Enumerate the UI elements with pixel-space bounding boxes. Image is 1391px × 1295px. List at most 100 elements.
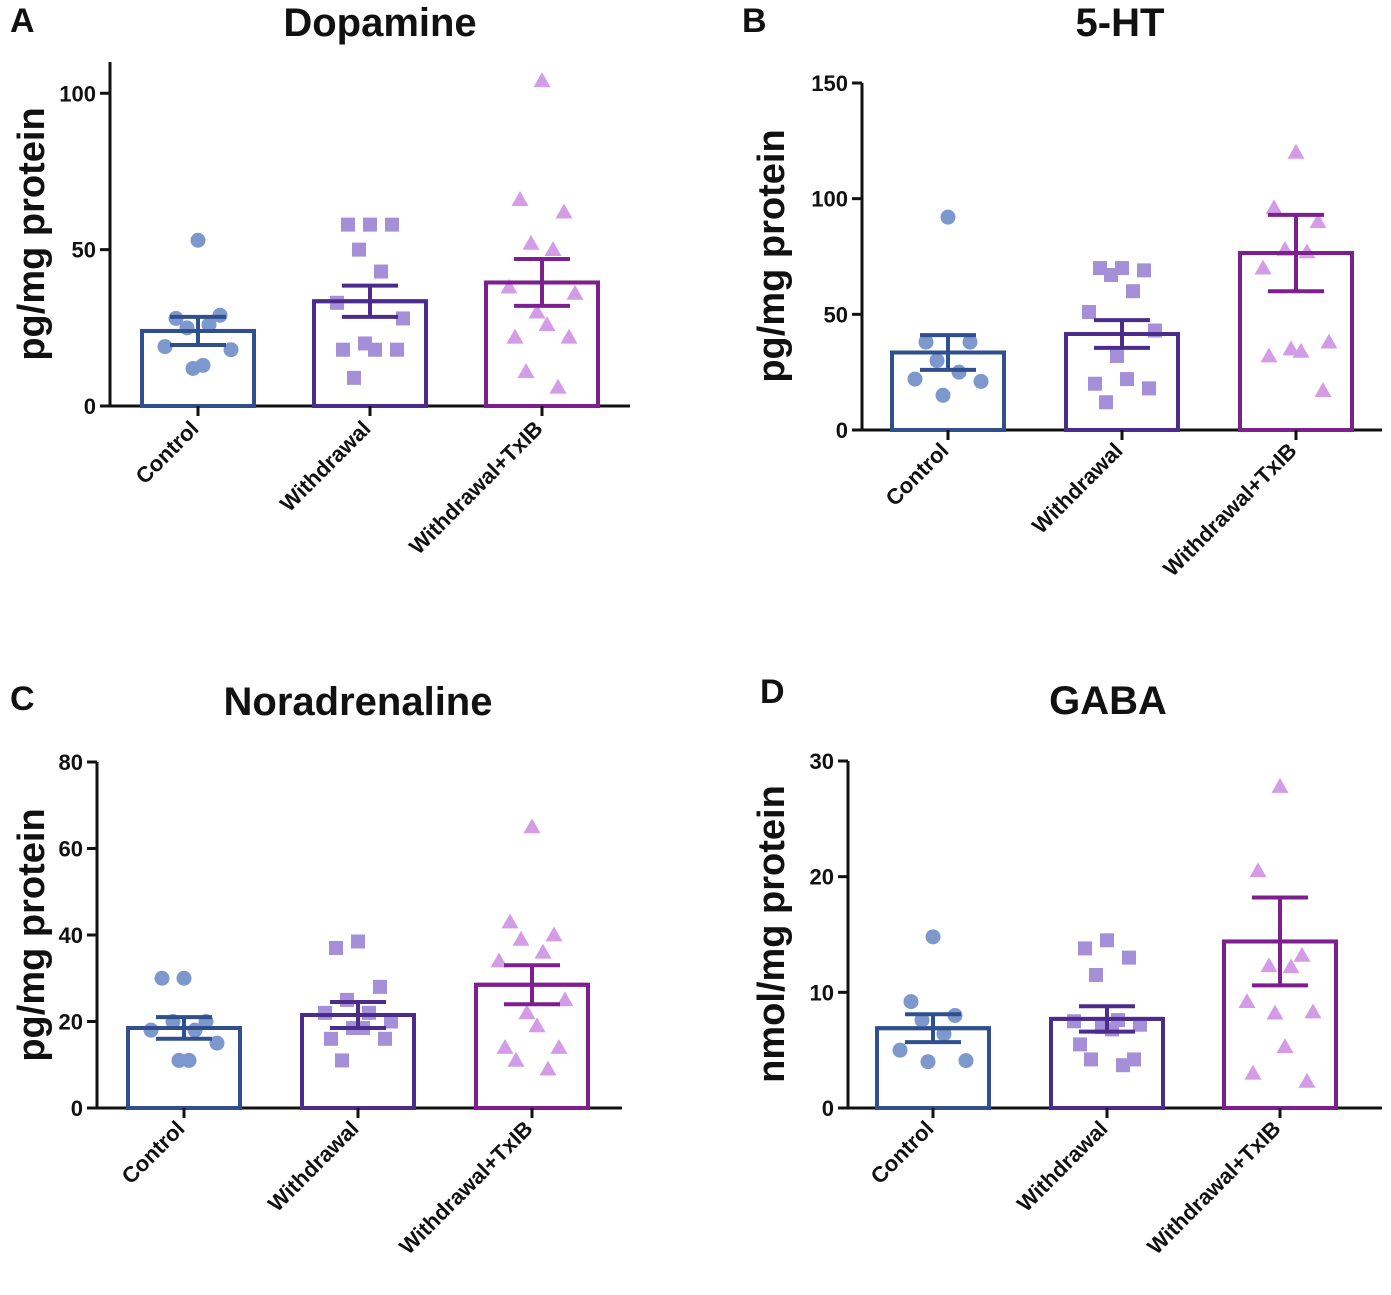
- data-point: [550, 1038, 568, 1054]
- data-point: [1320, 333, 1338, 349]
- data-point: [914, 1012, 930, 1028]
- data-point: [329, 940, 343, 955]
- data-point: [1298, 1072, 1316, 1088]
- panel-a: A Dopamine pg/mg protein 0 50 100 Control Withd…: [10, 1, 630, 559]
- data-point: [187, 1022, 203, 1038]
- data-point: [951, 364, 967, 380]
- data-point: [324, 1031, 338, 1046]
- data-point: [1282, 340, 1300, 356]
- data-point: [545, 926, 563, 942]
- data-point: [1260, 957, 1278, 973]
- data-point: [1238, 993, 1256, 1008]
- y-axis-label: pg/mg protein: [11, 808, 53, 1061]
- panel-c: C Noradrenaline pg/mg protein 0 20 40 60 80 Cont…: [10, 680, 622, 1259]
- x-category-label: Withdrawal+TxIB: [404, 416, 547, 559]
- data-point: [936, 1026, 952, 1042]
- data-point: [1127, 1052, 1141, 1067]
- data-point: [1309, 213, 1327, 229]
- panel-b: B 5-HT pg/mg protein 0 50 100 150 Control Withdr…: [742, 1, 1382, 581]
- data-point: [1122, 950, 1136, 965]
- data-point: [528, 1017, 546, 1033]
- data-point: [1276, 1038, 1294, 1054]
- x-category-label: Withdrawal+TxIB: [1142, 1116, 1285, 1259]
- data-point: [1067, 1014, 1081, 1029]
- y-tick-label: 100: [59, 81, 96, 106]
- data-point: [384, 1014, 398, 1029]
- data-point: [496, 1038, 514, 1054]
- y-axis-label: pg/mg protein: [11, 107, 53, 360]
- data-point: [157, 339, 173, 355]
- data-point: [555, 203, 573, 219]
- data-point: [517, 363, 535, 378]
- data-point: [1249, 862, 1267, 878]
- y-tick-label: 100: [811, 187, 848, 212]
- data-point: [534, 943, 552, 959]
- x-category-label: Withdrawal+TxIB: [394, 1116, 537, 1259]
- data-point: [1287, 143, 1305, 159]
- data-point: [340, 992, 354, 1007]
- y-axis-label: pg/mg protein: [751, 129, 793, 382]
- y-tick-label: 20: [810, 865, 834, 890]
- panel-letter: D: [760, 673, 785, 711]
- chart-title: 5-HT: [1076, 1, 1165, 45]
- data-point: [195, 357, 211, 373]
- chart-title: GABA: [1049, 679, 1167, 723]
- data-point: [143, 1022, 159, 1038]
- data-point: [533, 72, 551, 88]
- data-point: [528, 303, 546, 319]
- y-tick-label: 50: [824, 302, 848, 327]
- data-point: [378, 1031, 392, 1046]
- data-point: [506, 328, 524, 344]
- data-point: [341, 217, 355, 232]
- x-category-label: Withdrawal: [275, 416, 376, 517]
- y-tick-label: 0: [84, 394, 96, 419]
- data-point: [179, 320, 195, 336]
- data-point: [1084, 1052, 1098, 1067]
- data-point: [1110, 348, 1124, 363]
- data-point: [1093, 261, 1107, 276]
- data-point: [501, 913, 519, 929]
- data-point: [1089, 967, 1103, 982]
- x-category-label: Withdrawal: [1027, 438, 1128, 539]
- data-point: [918, 334, 934, 350]
- data-point: [1073, 1037, 1087, 1052]
- data-point: [373, 979, 387, 994]
- data-point: [385, 217, 399, 232]
- x-category-label: Control: [881, 438, 954, 511]
- data-point: [1254, 259, 1272, 275]
- data-point: [396, 311, 410, 326]
- chart-title: Noradrenaline: [224, 680, 493, 724]
- data-point: [1298, 243, 1316, 259]
- y-tick-label: 80: [59, 750, 83, 775]
- data-point: [1078, 941, 1092, 956]
- data-point: [363, 217, 377, 232]
- data-point: [1088, 376, 1102, 391]
- data-point: [507, 1051, 525, 1067]
- data-point: [973, 373, 989, 389]
- x-category-label: Withdrawal: [1012, 1116, 1113, 1217]
- data-point: [190, 232, 206, 248]
- data-point: [1266, 1004, 1284, 1020]
- data-point: [1137, 263, 1151, 278]
- data-point: [1142, 381, 1156, 396]
- data-point: [538, 316, 556, 332]
- chart-title: Dopamine: [283, 1, 476, 45]
- data-point: [1244, 1064, 1262, 1080]
- data-point: [1271, 777, 1289, 793]
- data-point: [181, 1052, 197, 1068]
- data-point: [512, 930, 530, 946]
- data-point: [335, 1053, 349, 1068]
- data-point: [511, 191, 529, 206]
- data-point: [1082, 305, 1096, 320]
- data-point: [1133, 1017, 1147, 1032]
- y-tick-label: 150: [811, 71, 848, 96]
- x-category-label: Control: [117, 1116, 190, 1189]
- y-tick-label: 30: [810, 749, 834, 774]
- data-point: [1120, 372, 1134, 387]
- data-point: [1115, 261, 1129, 276]
- data-point: [518, 1004, 536, 1020]
- data-point: [560, 328, 578, 344]
- data-point: [522, 234, 540, 250]
- data-point: [154, 970, 170, 986]
- data-point: [1260, 347, 1278, 363]
